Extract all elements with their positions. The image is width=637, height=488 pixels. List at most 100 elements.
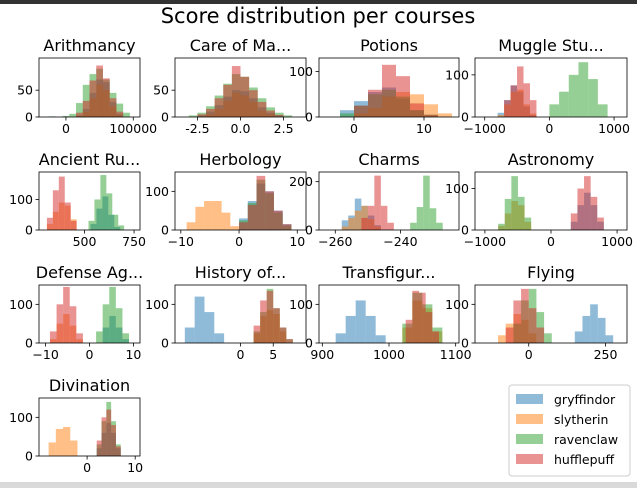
bar-ravenclaw <box>568 74 579 117</box>
bar-hufflepuff <box>214 98 224 117</box>
bar-gryffindor <box>605 335 614 343</box>
x-tick-label: 0.0 <box>231 121 251 136</box>
bar-hufflepuff <box>265 191 274 230</box>
bar-ravenclaw <box>123 112 130 117</box>
bar-slytherin <box>497 114 505 117</box>
x-tick-label: −240 <box>383 234 417 249</box>
bar-gryffindor <box>335 333 346 343</box>
bar-slytherin <box>230 226 240 230</box>
bar-hufflepuff <box>510 85 518 117</box>
x-tick-label: 0 <box>86 347 94 362</box>
bar-hufflepuff <box>396 76 410 117</box>
bar-hufflepuff <box>231 66 241 117</box>
bar-hufflepuff <box>517 66 524 117</box>
bar-hufflepuff <box>536 327 545 343</box>
x-tick-label: 10 <box>127 460 143 475</box>
x-tick-label: 0 <box>237 347 245 362</box>
bar-ravenclaw <box>94 199 101 230</box>
y-tick-label: 0 <box>305 336 313 351</box>
x-tick-label: −10 <box>168 234 194 249</box>
window-top-border <box>0 0 637 4</box>
bar-ravenclaw <box>340 113 354 117</box>
bar-ravenclaw <box>588 79 598 117</box>
subplot-flying: Flying 0 250 0 100 <box>445 263 628 362</box>
legend: gryffindor slytherin ravenclaw hufflepuff <box>508 384 631 477</box>
bar-hufflepuff <box>521 288 529 343</box>
bar-ravenclaw <box>504 198 512 230</box>
bar-slytherin <box>361 205 368 230</box>
bar-hufflepuff <box>424 114 438 117</box>
bar-ravenclaw <box>122 333 130 343</box>
bar-hufflepuff <box>410 103 424 117</box>
x-tick-label: −1000 <box>464 234 506 249</box>
x-tick-label: 10 <box>289 234 305 249</box>
bar-gryffindor <box>497 112 505 117</box>
bar-hufflepuff <box>286 339 293 343</box>
bar-gryffindor <box>590 304 598 343</box>
bar-hufflepuff <box>101 417 107 456</box>
axes-frame <box>38 397 141 457</box>
bar-hufflepuff <box>590 196 598 230</box>
bar-hufflepuff <box>64 202 71 230</box>
bar-hufflepuff <box>374 175 381 230</box>
bar-slytherin <box>341 226 349 230</box>
bar-slytherin <box>195 206 205 230</box>
bar-hufflepuff <box>523 83 530 117</box>
legend-box <box>508 384 631 477</box>
bar-hufflepuff <box>206 108 215 117</box>
bar-ravenclaw <box>578 62 589 117</box>
x-tick-label: 100000 <box>109 121 157 136</box>
y-tick-label: 50 <box>17 83 33 98</box>
figure-title: Score distribution per courses <box>161 4 476 28</box>
bar-hufflepuff <box>419 292 426 343</box>
bar-slytherin <box>55 428 64 456</box>
bar-hufflepuff <box>282 224 292 230</box>
bar-ravenclaw <box>544 333 552 343</box>
bar-slytherin <box>48 442 56 456</box>
bar-gryffindor <box>582 315 591 343</box>
bar-slytherin <box>424 104 438 117</box>
bar-ravenclaw <box>109 286 116 343</box>
bar-ravenclaw <box>116 103 124 117</box>
bar-slytherin <box>348 217 355 230</box>
bar-hufflepuff <box>63 286 70 343</box>
x-tick-label: 250 <box>594 347 618 362</box>
y-tick-label: 0 <box>161 223 169 238</box>
bar-ravenclaw <box>102 304 110 343</box>
bar-hufflepuff <box>367 205 375 230</box>
bar-hufflepuff <box>106 409 112 456</box>
x-tick-label: 0 <box>83 460 91 475</box>
bar-ravenclaw <box>436 222 443 230</box>
bar-ravenclaw <box>115 308 123 343</box>
subplot-title: Muggle Stu... <box>498 36 603 55</box>
bar-slytherin <box>63 427 71 456</box>
axes-frame <box>474 57 628 118</box>
bar-hufflepuff <box>111 425 116 456</box>
subplot-title: Flying <box>527 263 575 282</box>
axes-frame <box>474 171 628 231</box>
bar-ravenclaw <box>416 207 424 230</box>
bar-hufflepuff <box>239 222 248 230</box>
bar-hufflepuff <box>115 446 121 456</box>
bar-slytherin <box>212 201 222 230</box>
bar-hufflepuff <box>247 204 257 230</box>
axes-frame <box>174 171 307 231</box>
bar-slytherin <box>498 335 506 343</box>
bar-hufflepuff <box>380 205 388 230</box>
bar-ravenclaw <box>429 208 437 230</box>
bar-hufflepuff <box>82 100 90 117</box>
bar-hufflepuff <box>273 210 283 230</box>
bar-gryffindor <box>597 317 606 343</box>
subplot-title: Ancient Ru... <box>39 150 140 169</box>
subplot-title: Astronomy <box>508 150 595 169</box>
x-tick-label: 750 <box>122 234 146 249</box>
bar-hufflepuff <box>76 333 83 343</box>
bar-ravenclaw <box>88 220 95 230</box>
x-tick-label: −10 <box>32 347 58 362</box>
y-tick-label: 100 <box>445 67 469 82</box>
bar-slytherin <box>438 113 452 117</box>
